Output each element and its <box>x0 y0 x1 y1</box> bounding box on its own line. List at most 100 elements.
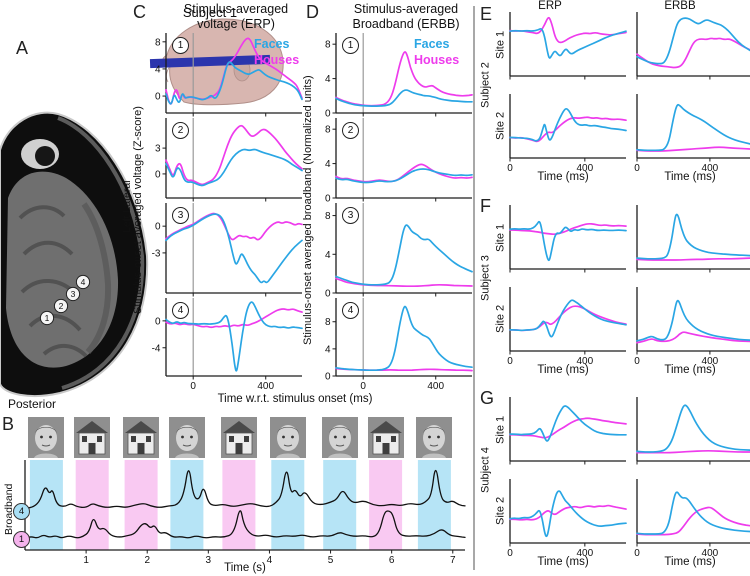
svg-text:-3: -3 <box>152 248 161 259</box>
panel-e-label: E <box>480 4 493 24</box>
svg-text:0: 0 <box>155 316 161 327</box>
svg-text:0: 0 <box>634 163 640 174</box>
panel-c-label: C <box>133 2 146 22</box>
panel-f-label: F <box>480 196 491 216</box>
svg-text:4: 4 <box>325 250 331 261</box>
plot-c-site3: 0 -3 <box>152 203 303 297</box>
svg-text:0: 0 <box>325 109 331 120</box>
erbb-column-header: ERBB <box>664 0 696 12</box>
slice-plane <box>149 54 271 69</box>
svg-text:0: 0 <box>325 372 331 383</box>
panel-d-legend: Faces Houses <box>414 36 459 69</box>
legend-houses-label-d: Houses <box>414 53 460 68</box>
svg-text:400: 400 <box>257 381 274 392</box>
svg-text:6: 6 <box>389 555 395 566</box>
trace-1-badge: 1 <box>13 531 30 548</box>
cd-shared-xlabel: Time w.r.t. stimulus onset (ms) <box>217 393 373 405</box>
svg-text:2: 2 <box>144 555 150 566</box>
plot-c-site4: 0 400 0 -4 <box>152 298 303 392</box>
plot-f-site1-erbb <box>636 205 750 273</box>
plot-e-site2-erbb: 0 400 <box>634 94 750 174</box>
f-erbb-xlabel: Time (ms) <box>664 364 716 376</box>
stimulus-image-house <box>123 417 159 458</box>
mri-sulcus <box>81 202 112 354</box>
site-3-badge-d: 3 <box>342 207 359 224</box>
electrode-3-marker <box>65 286 81 302</box>
plot-g-site2-erp: 0 400 <box>507 479 627 559</box>
site-2-badge: 2 <box>172 122 189 139</box>
svg-text:8: 8 <box>155 37 161 48</box>
plot-g-site2-erbb: 0 400 <box>634 479 750 559</box>
svg-text:1: 1 <box>83 555 89 566</box>
electrode-1-marker <box>39 310 55 326</box>
posterior-label: Posterior <box>8 397 57 411</box>
stimulus-image-house <box>74 417 110 458</box>
g-erbb-xlabel: Time (ms) <box>664 556 716 568</box>
panel-d-title: Stimulus-averaged Broadband (ERBB) <box>326 2 486 32</box>
svg-text:400: 400 <box>576 163 593 174</box>
subject-4-label: Subject 4 <box>479 447 492 493</box>
site-1-badge-d: 1 <box>342 37 359 54</box>
plot-e-site1-erp <box>509 12 627 80</box>
mri-skull-line <box>57 116 145 390</box>
plot-g-site1-erp <box>509 397 627 465</box>
plot-d-site1: 0 4 8 <box>325 33 473 120</box>
panel-c-title: Stimulus-averaged voltage (ERP) <box>156 2 316 32</box>
panel-b-xlabel: Time (s) <box>224 562 266 574</box>
plot-c-site1: 0 4 8 <box>155 33 303 117</box>
svg-text:0: 0 <box>507 163 513 174</box>
stimulus-image-face <box>322 417 358 458</box>
svg-text:0: 0 <box>155 222 161 233</box>
site-3-badge: 3 <box>172 207 189 224</box>
svg-text:5: 5 <box>328 555 334 566</box>
subject-2-label: Subject 2 <box>479 62 492 108</box>
panel-c-title-line1: Stimulus-averaged <box>183 2 289 16</box>
svg-text:0: 0 <box>507 548 513 559</box>
plot-f-site2-erbb: 0 400 <box>634 287 750 367</box>
svg-text:400: 400 <box>427 381 444 392</box>
e-erp-xlabel: Time (ms) <box>537 171 589 183</box>
plot-d-site3: 0 4 8 <box>325 203 473 300</box>
stimulus-image-face <box>169 417 205 458</box>
erp-column-header: ERP <box>538 0 562 12</box>
electrode-2-marker <box>53 298 69 314</box>
site-1-badge: 1 <box>172 37 189 54</box>
plot-d-site2: 0 4 8 <box>325 118 473 205</box>
panel-c-ylabel: Stimulus-onset averaged voltage (Z-score… <box>132 106 144 314</box>
svg-text:-4: -4 <box>152 343 161 354</box>
electrode-4-marker <box>75 274 91 290</box>
svg-text:8: 8 <box>325 211 331 222</box>
svg-text:400: 400 <box>702 356 719 367</box>
legend-faces-label-d: Faces <box>414 37 450 51</box>
svg-text:3: 3 <box>206 555 212 566</box>
panel-b-label: B <box>2 414 15 434</box>
plot-b-broadband: 1 2 3 4 5 6 7 <box>24 460 466 566</box>
legend-faces-label: Faces <box>254 37 290 51</box>
mri-slice: 1 2 3 4 <box>0 111 149 397</box>
panel-d-title-line2: Broadband (ERBB) <box>352 17 460 31</box>
svg-text:0: 0 <box>155 169 161 180</box>
g-erp-xlabel: Time (ms) <box>537 556 589 568</box>
svg-text:8: 8 <box>325 125 331 136</box>
panel-d-ylabel: Stimulus-onset averaged broadband (Norma… <box>302 75 314 345</box>
panel-g-label: G <box>480 388 495 408</box>
svg-text:0: 0 <box>634 356 640 367</box>
electrode-markers: 1 2 3 4 <box>39 274 91 326</box>
panel-divider <box>473 6 475 570</box>
panel-a-label: A <box>16 38 29 58</box>
panel-a-subject-title: Subject 1 <box>182 5 238 20</box>
panel-d-label: D <box>306 2 319 22</box>
plot-f-site1-erp <box>509 205 627 273</box>
svg-text:4: 4 <box>325 159 331 170</box>
site-4-badge-d: 4 <box>342 302 359 319</box>
stimulus-image-face <box>28 417 64 458</box>
f-erp-xlabel: Time (ms) <box>537 364 589 376</box>
svg-text:0: 0 <box>507 356 513 367</box>
stimulus-image-house <box>221 417 257 458</box>
mri-eye <box>35 146 55 166</box>
stimulus-image-house <box>368 417 404 458</box>
mri-brain <box>6 171 119 368</box>
svg-text:400: 400 <box>702 548 719 559</box>
svg-text:400: 400 <box>576 356 593 367</box>
